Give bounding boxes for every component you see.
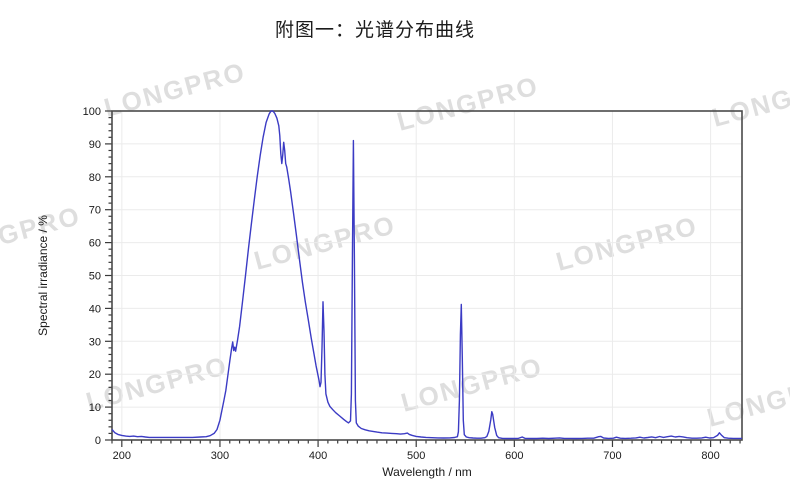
x-tick-label: 600 xyxy=(505,450,523,462)
plot-frame xyxy=(111,110,743,441)
spectral-curve xyxy=(111,110,742,440)
x-tick-label: 500 xyxy=(407,450,425,462)
x-tick-label: 700 xyxy=(603,450,621,462)
y-tick-label: 70 xyxy=(89,205,101,217)
x-tick-label: 300 xyxy=(211,450,229,462)
y-tick-label: 0 xyxy=(95,435,101,447)
y-tick-labels: 0 10 20 30 40 50 60 70 80 90 100 xyxy=(83,106,101,447)
y-axis-label: Spectral irradiance / % xyxy=(36,215,50,336)
y-tick-label: 100 xyxy=(83,106,101,118)
y-tick-label: 10 xyxy=(89,402,101,414)
y-tick-label: 20 xyxy=(89,369,101,381)
x-tick-label: 400 xyxy=(309,450,327,462)
axis-ticks xyxy=(105,110,741,447)
gridlines xyxy=(112,110,742,440)
y-tick-label: 40 xyxy=(89,303,101,315)
y-tick-label: 30 xyxy=(89,336,101,348)
y-tick-label: 50 xyxy=(89,271,101,283)
x-tick-labels: 200 300 400 500 600 700 800 xyxy=(113,450,720,462)
y-tick-label: 80 xyxy=(89,172,101,184)
y-tick-label: 60 xyxy=(89,238,101,250)
y-tick-label: 90 xyxy=(89,139,101,151)
x-tick-label: 800 xyxy=(701,450,719,462)
x-tick-label: 200 xyxy=(113,450,131,462)
figure-title: 附图一：光谱分布曲线 xyxy=(274,19,475,41)
x-axis-label: Wavelength / nm xyxy=(382,465,472,479)
